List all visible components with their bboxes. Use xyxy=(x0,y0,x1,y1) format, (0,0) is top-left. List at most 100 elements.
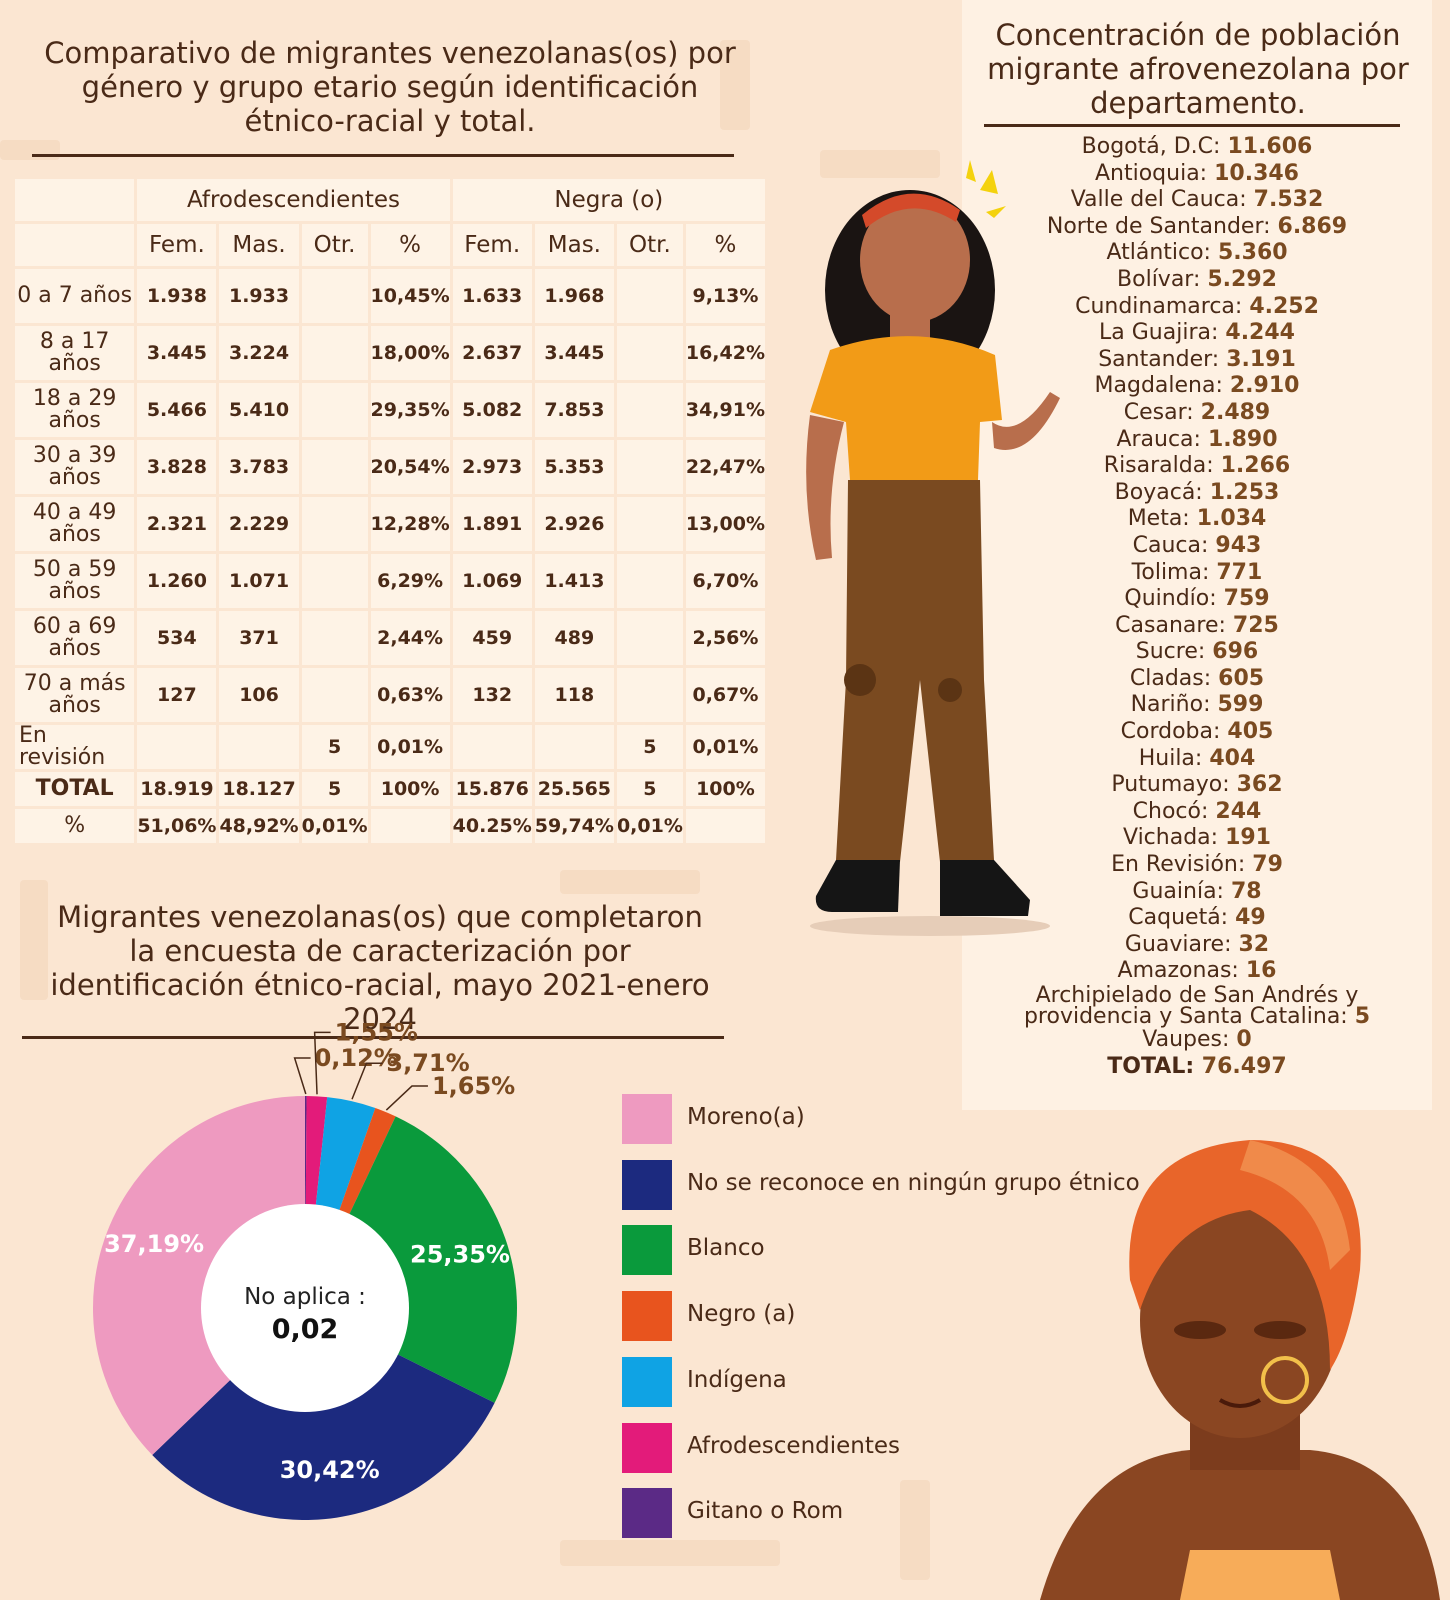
department-value: 244 xyxy=(1215,798,1262,824)
pie-slice-label: 25,35% xyxy=(410,1240,510,1268)
table-cell: 2,44% xyxy=(370,611,450,665)
department-item: Chocó: 244 xyxy=(962,799,1432,826)
department-value: 599 xyxy=(1217,692,1264,718)
department-name: Norte de Santander: xyxy=(1046,213,1278,239)
department-name: Nariño: xyxy=(1130,692,1218,718)
background-pattern xyxy=(20,880,48,1000)
row-label: 40 a 49 años xyxy=(15,497,135,551)
table-cell: 100% xyxy=(685,772,765,806)
department-value: 6.869 xyxy=(1277,213,1348,239)
table-cell: 371 xyxy=(219,611,299,665)
table-cell: 100% xyxy=(370,772,450,806)
legend-item: No se reconoce en ningún grupo étnico xyxy=(622,1159,1182,1210)
department-item: Putumayo: 362 xyxy=(962,772,1432,799)
department-name: Cesar: xyxy=(1123,399,1201,425)
table-cell: 127 xyxy=(137,668,217,722)
table-cell xyxy=(137,725,217,769)
corner-cell xyxy=(15,179,135,221)
department-value: 5.292 xyxy=(1207,266,1277,292)
table-cell xyxy=(301,383,368,437)
table-title-rule xyxy=(32,154,734,157)
row-label: 50 a 59 años xyxy=(15,554,135,608)
department-name: Risaralda: xyxy=(1103,453,1221,479)
legend-item: Indígena xyxy=(622,1356,1182,1407)
table-cell: 51,06% xyxy=(137,809,217,843)
department-name: Antioquia: xyxy=(1094,160,1215,186)
legend-label: Negro (a) xyxy=(687,1301,796,1328)
department-item: Cladas: 605 xyxy=(962,666,1432,693)
department-value: 1.253 xyxy=(1209,479,1280,505)
table-cell: 15.876 xyxy=(452,772,532,806)
table-cell: 18.919 xyxy=(137,772,217,806)
department-value: 404 xyxy=(1209,745,1256,771)
table-cell xyxy=(616,497,683,551)
table-cell: 22,47% xyxy=(685,440,765,494)
row-label: 30 a 39 años xyxy=(15,440,135,494)
background-pattern xyxy=(900,1480,930,1580)
table-cell: 489 xyxy=(534,611,614,665)
table-row: TOTAL 18.919 18.127 5 100% 15.876 25.565 5 100% xyxy=(15,772,765,806)
table-cell: 118 xyxy=(534,668,614,722)
department-name: Cauca: xyxy=(1132,532,1216,558)
department-item: La Guajira: 4.244 xyxy=(962,320,1432,347)
table-cell: 2.973 xyxy=(452,440,532,494)
department-item: Sucre: 696 xyxy=(962,639,1432,666)
pie-callout-label: 3,71% xyxy=(386,1049,469,1077)
department-value: 943 xyxy=(1215,532,1262,558)
table-cell: 0,67% xyxy=(685,668,765,722)
department-value: 759 xyxy=(1223,586,1270,612)
table-row: % 51,06% 48,92% 0,01% 40.25% 59,74% 0,01% xyxy=(15,809,765,843)
pie-center-value: 0,02 xyxy=(272,1314,339,1345)
department-item: Vaupes: 0 xyxy=(962,1027,1432,1054)
legend-item: Negro (a) xyxy=(622,1291,1182,1342)
sparkle-icon xyxy=(966,160,1006,218)
pie-center-hole xyxy=(201,1204,409,1412)
department-value: 5 xyxy=(1354,1004,1371,1029)
department-value: 696 xyxy=(1212,639,1259,665)
table-cell: 29,35% xyxy=(370,383,450,437)
table-cell: 5.466 xyxy=(137,383,217,437)
department-item: Caquetá: 49 xyxy=(962,905,1432,932)
table-cell: 0,01% xyxy=(301,809,368,843)
department-name: Vichada: xyxy=(1123,825,1226,851)
department-name: Amazonas: xyxy=(1117,958,1246,984)
table-cell: 5.410 xyxy=(219,383,299,437)
department-name: Atlántico: xyxy=(1106,240,1218,266)
department-value: 771 xyxy=(1216,559,1263,585)
table-cell: 6,70% xyxy=(685,554,765,608)
table-cell: 459 xyxy=(452,611,532,665)
legend-label: No se reconoce en ningún grupo étnico xyxy=(687,1169,1140,1196)
legend-item: Moreno(a) xyxy=(622,1094,1182,1144)
pie-title-rule xyxy=(22,1036,724,1039)
department-item: En Revisión: 79 xyxy=(962,852,1432,879)
legend-swatch xyxy=(622,1094,672,1144)
department-name: Cladas: xyxy=(1129,665,1219,691)
column-header: Fem. xyxy=(137,224,217,266)
table-cell: 5 xyxy=(616,725,683,769)
department-value: 79 xyxy=(1252,852,1283,878)
department-name: Magdalena: xyxy=(1094,373,1230,399)
department-value: 49 xyxy=(1235,905,1266,931)
department-value: 32 xyxy=(1238,931,1270,957)
department-value: 10.346 xyxy=(1214,160,1299,186)
column-header: % xyxy=(370,224,450,266)
pie-chart: 0,12%1,55% 3,71%1,65% 25,35% 30,42% 37,19% No… xyxy=(92,1020,517,1520)
department-item: Santander: 3.191 xyxy=(962,347,1432,374)
legend-item: Gitano o Rom xyxy=(622,1488,1182,1539)
department-name: Quindío: xyxy=(1124,586,1224,612)
department-name: La Guajira: xyxy=(1099,320,1226,346)
background-pattern xyxy=(560,870,700,894)
pie-leader-line xyxy=(351,1062,383,1100)
table-row: 8 a 17 años 3.445 3.224 18,00% 2.637 3.445 16,… xyxy=(15,326,765,380)
table-cell: 20,54% xyxy=(370,440,450,494)
table-cell xyxy=(301,497,368,551)
pie-leader-line xyxy=(313,1031,331,1095)
table-cell: 106 xyxy=(219,668,299,722)
department-name: Chocó: xyxy=(1132,798,1216,824)
table-cell xyxy=(301,326,368,380)
woman-illustration xyxy=(806,160,1060,936)
department-name: Santander: xyxy=(1098,346,1227,372)
department-value: 16 xyxy=(1245,958,1277,984)
table-cell: 132 xyxy=(452,668,532,722)
table-cell xyxy=(370,809,450,843)
